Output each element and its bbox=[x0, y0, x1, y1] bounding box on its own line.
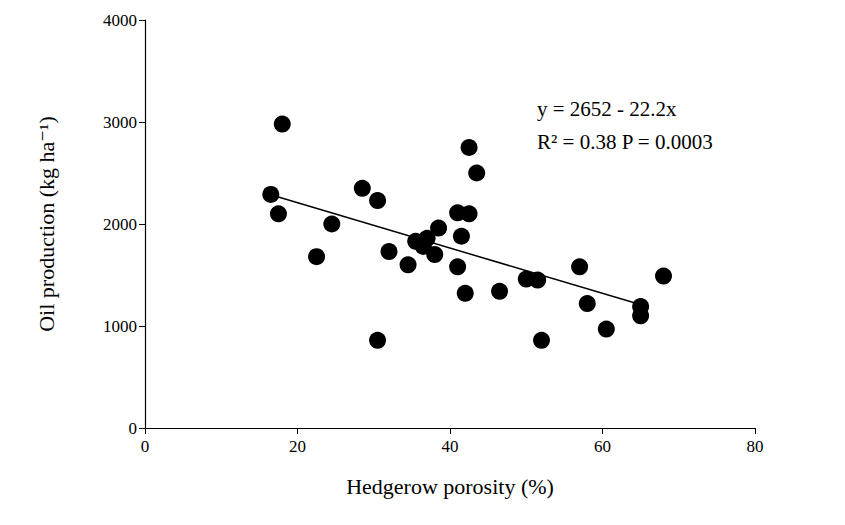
svg-text:0: 0 bbox=[129, 419, 138, 438]
svg-text:60: 60 bbox=[594, 437, 611, 456]
svg-text:40: 40 bbox=[442, 437, 459, 456]
svg-text:3000: 3000 bbox=[103, 113, 137, 132]
svg-text:80: 80 bbox=[747, 437, 764, 456]
svg-text:2000: 2000 bbox=[103, 215, 137, 234]
svg-text:Hedgerow porosity (%): Hedgerow porosity (%) bbox=[346, 474, 554, 499]
svg-text:4000: 4000 bbox=[103, 11, 137, 30]
svg-text:Oil production (kg ha⁻¹): Oil production (kg ha⁻¹) bbox=[34, 116, 59, 332]
svg-text:20: 20 bbox=[289, 437, 306, 456]
svg-text:y = 2652 - 22.2x: y = 2652 - 22.2x bbox=[537, 97, 677, 121]
svg-text:1000: 1000 bbox=[103, 317, 137, 336]
svg-text:R² = 0.38 P = 0.0003: R² = 0.38 P = 0.0003 bbox=[537, 130, 713, 154]
svg-text:0: 0 bbox=[141, 437, 150, 456]
